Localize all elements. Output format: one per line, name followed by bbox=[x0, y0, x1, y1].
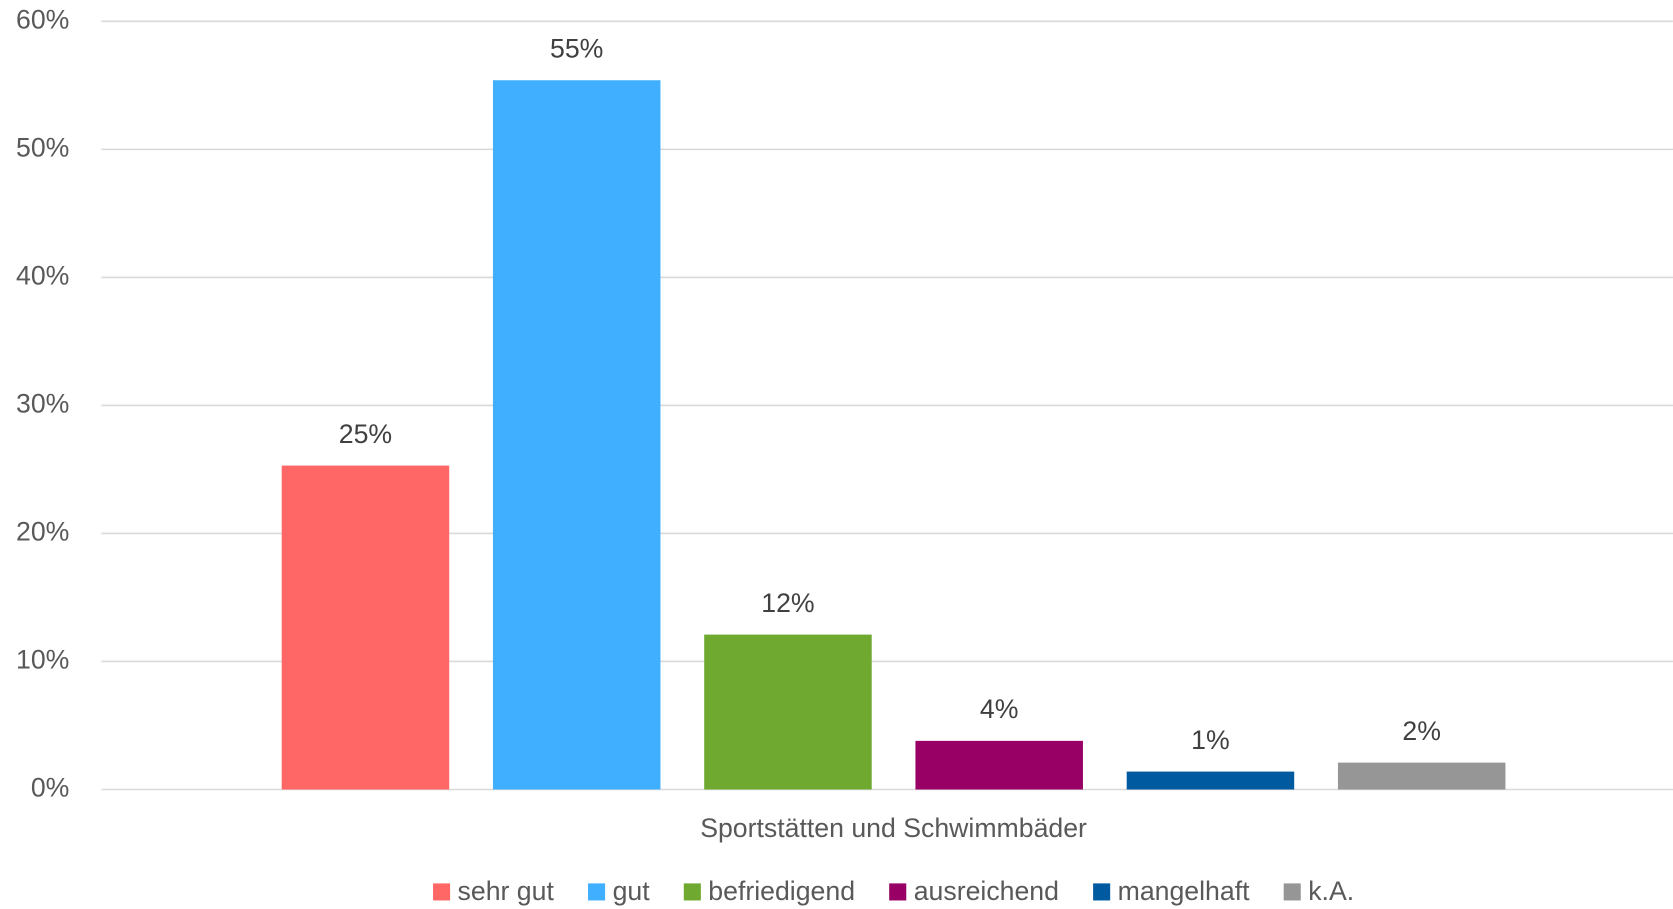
y-tick-label: 0% bbox=[31, 773, 70, 803]
y-tick-label: 40% bbox=[16, 260, 69, 290]
bar bbox=[1337, 762, 1506, 790]
bar bbox=[704, 634, 872, 790]
legend-label: ausreichend bbox=[914, 876, 1059, 906]
y-tick-label: 60% bbox=[16, 4, 69, 34]
legend-swatch bbox=[433, 883, 451, 901]
value-label: 4% bbox=[980, 694, 1019, 724]
value-label: 55% bbox=[550, 33, 603, 63]
bar bbox=[492, 80, 661, 790]
value-label: 2% bbox=[1402, 716, 1441, 746]
legend-label: sehr gut bbox=[458, 876, 555, 906]
y-tick-label: 10% bbox=[16, 645, 69, 675]
legend-swatch bbox=[889, 883, 907, 901]
value-label: 12% bbox=[761, 588, 814, 618]
x-tick-label: Sportstätten und Schwimmbäder bbox=[700, 813, 1087, 843]
bar bbox=[1126, 771, 1295, 790]
y-tick-label: 30% bbox=[16, 388, 69, 418]
bar bbox=[281, 465, 450, 790]
value-label: 1% bbox=[1191, 725, 1230, 755]
legend-label: mangelhaft bbox=[1118, 876, 1250, 906]
legend-swatch bbox=[1283, 883, 1301, 901]
legend-swatch bbox=[1093, 883, 1111, 901]
value-label: 25% bbox=[339, 419, 392, 449]
legend-label: befriedigend bbox=[708, 876, 855, 906]
y-tick-label: 50% bbox=[16, 132, 69, 162]
legend-swatch bbox=[588, 883, 606, 901]
y-tick-label: 20% bbox=[16, 516, 69, 546]
legend-label: k.A. bbox=[1308, 876, 1354, 906]
legend-swatch bbox=[683, 883, 701, 901]
legend-label: gut bbox=[613, 876, 651, 906]
bar bbox=[915, 740, 1083, 790]
